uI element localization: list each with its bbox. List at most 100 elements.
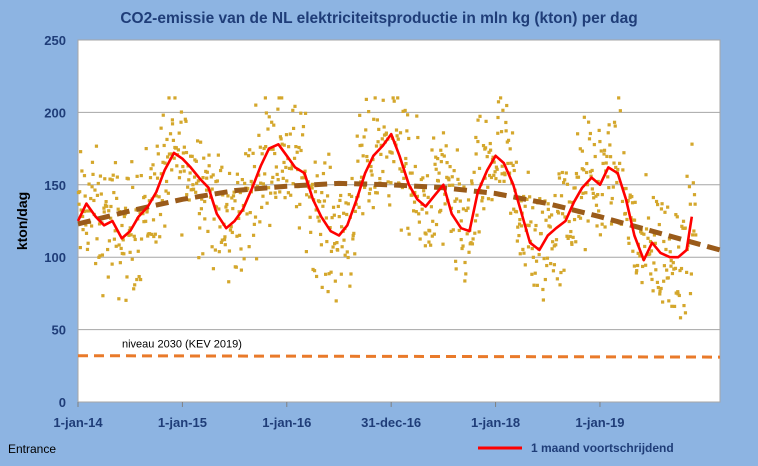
daily-point bbox=[565, 182, 570, 186]
daily-point bbox=[565, 234, 569, 238]
daily-point bbox=[106, 275, 110, 279]
daily-point bbox=[580, 149, 584, 153]
daily-point bbox=[373, 185, 377, 189]
daily-point bbox=[349, 194, 354, 198]
daily-point bbox=[559, 270, 563, 275]
daily-point bbox=[640, 264, 645, 269]
daily-point bbox=[139, 277, 143, 282]
daily-point bbox=[342, 211, 346, 215]
daily-point bbox=[320, 285, 324, 289]
daily-point bbox=[381, 169, 385, 174]
daily-point bbox=[405, 129, 409, 133]
daily-point bbox=[103, 177, 107, 181]
daily-point bbox=[555, 277, 559, 281]
daily-point bbox=[322, 199, 327, 203]
daily-point bbox=[400, 169, 404, 173]
daily-point bbox=[348, 284, 352, 288]
daily-point bbox=[656, 202, 660, 207]
daily-point bbox=[361, 154, 365, 158]
daily-point bbox=[464, 208, 468, 213]
daily-point bbox=[178, 170, 182, 174]
daily-point bbox=[358, 143, 362, 148]
daily-point bbox=[336, 248, 340, 252]
daily-point bbox=[86, 241, 90, 245]
daily-point bbox=[371, 206, 375, 210]
daily-point bbox=[317, 219, 321, 223]
daily-point bbox=[292, 156, 297, 160]
daily-point bbox=[614, 165, 618, 170]
daily-point bbox=[327, 272, 331, 276]
daily-point bbox=[662, 239, 666, 244]
daily-point bbox=[517, 233, 521, 238]
daily-point bbox=[411, 209, 416, 213]
daily-point bbox=[509, 211, 513, 215]
daily-point bbox=[554, 243, 558, 247]
daily-point bbox=[107, 209, 111, 213]
daily-point bbox=[163, 161, 167, 165]
daily-point bbox=[148, 176, 153, 180]
daily-point bbox=[600, 193, 604, 197]
daily-point bbox=[156, 152, 160, 156]
daily-point bbox=[602, 152, 606, 156]
daily-point bbox=[219, 240, 224, 244]
daily-point bbox=[375, 191, 379, 195]
daily-point bbox=[643, 244, 647, 249]
daily-point bbox=[480, 199, 484, 203]
daily-point bbox=[307, 195, 312, 199]
daily-point bbox=[413, 164, 417, 169]
daily-point bbox=[132, 234, 136, 238]
daily-point bbox=[579, 195, 584, 200]
daily-point bbox=[661, 300, 665, 304]
daily-point bbox=[363, 185, 367, 190]
daily-point bbox=[165, 137, 169, 142]
daily-point bbox=[476, 139, 480, 144]
daily-point bbox=[640, 231, 644, 235]
daily-point bbox=[128, 250, 132, 254]
daily-point bbox=[342, 238, 346, 242]
daily-point bbox=[618, 161, 622, 165]
daily-point bbox=[421, 176, 425, 180]
daily-point bbox=[644, 173, 648, 177]
daily-point bbox=[612, 161, 616, 165]
daily-point bbox=[329, 249, 334, 254]
daily-point bbox=[85, 247, 90, 252]
daily-point bbox=[184, 150, 189, 155]
daily-point bbox=[588, 131, 593, 136]
daily-point bbox=[430, 234, 434, 238]
daily-point bbox=[461, 244, 465, 248]
daily-point bbox=[495, 167, 499, 171]
daily-point bbox=[231, 194, 236, 198]
daily-point bbox=[229, 225, 233, 229]
daily-point bbox=[447, 183, 452, 187]
daily-point bbox=[283, 196, 287, 200]
daily-point bbox=[227, 280, 231, 284]
daily-point bbox=[174, 146, 178, 150]
daily-point bbox=[597, 128, 601, 133]
daily-point bbox=[432, 136, 436, 140]
daily-point bbox=[464, 272, 468, 276]
daily-point bbox=[257, 173, 261, 177]
daily-point bbox=[131, 185, 135, 190]
daily-point bbox=[102, 206, 106, 210]
daily-point bbox=[390, 151, 394, 155]
daily-point bbox=[462, 185, 466, 189]
daily-point bbox=[84, 223, 88, 227]
daily-point bbox=[417, 220, 421, 224]
daily-point bbox=[191, 183, 195, 187]
daily-point bbox=[325, 194, 330, 198]
daily-point bbox=[459, 237, 463, 242]
daily-point bbox=[97, 222, 102, 226]
daily-point bbox=[547, 215, 552, 219]
daily-point bbox=[658, 289, 662, 293]
daily-point bbox=[494, 165, 498, 169]
daily-point bbox=[78, 245, 82, 250]
daily-point bbox=[676, 292, 680, 296]
daily-point bbox=[459, 219, 463, 223]
daily-point bbox=[551, 269, 556, 273]
daily-point bbox=[533, 228, 537, 232]
daily-point bbox=[659, 207, 664, 211]
daily-point bbox=[669, 259, 673, 263]
daily-point bbox=[693, 202, 697, 206]
daily-point bbox=[82, 174, 87, 178]
daily-point bbox=[690, 142, 694, 146]
